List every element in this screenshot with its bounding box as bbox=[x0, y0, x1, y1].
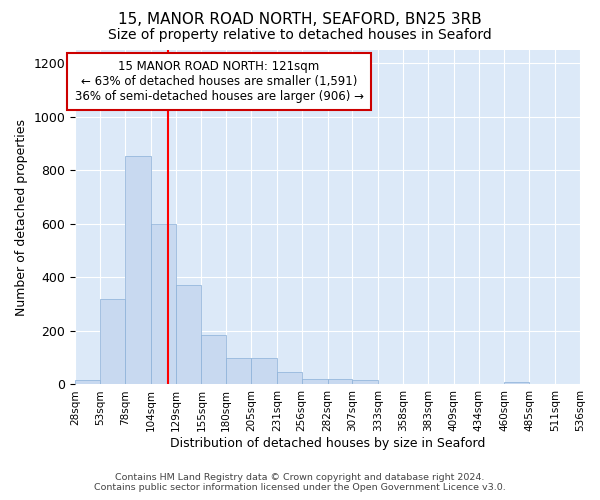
Bar bbox=[202, 335, 226, 384]
Bar bbox=[251, 358, 277, 384]
Bar bbox=[277, 372, 302, 384]
Text: 15, MANOR ROAD NORTH, SEAFORD, BN25 3RB: 15, MANOR ROAD NORTH, SEAFORD, BN25 3RB bbox=[118, 12, 482, 28]
Bar bbox=[125, 156, 151, 384]
Bar bbox=[328, 379, 352, 384]
Text: Contains HM Land Registry data © Crown copyright and database right 2024.
Contai: Contains HM Land Registry data © Crown c… bbox=[94, 473, 506, 492]
Bar bbox=[100, 299, 125, 384]
X-axis label: Distribution of detached houses by size in Seaford: Distribution of detached houses by size … bbox=[170, 437, 485, 450]
Bar bbox=[75, 380, 100, 384]
Bar bbox=[302, 379, 328, 384]
Bar bbox=[176, 286, 202, 384]
Bar bbox=[151, 224, 176, 384]
Y-axis label: Number of detached properties: Number of detached properties bbox=[15, 118, 28, 316]
Text: 15 MANOR ROAD NORTH: 121sqm
← 63% of detached houses are smaller (1,591)
36% of : 15 MANOR ROAD NORTH: 121sqm ← 63% of det… bbox=[74, 60, 364, 103]
Bar bbox=[226, 358, 251, 384]
Text: Size of property relative to detached houses in Seaford: Size of property relative to detached ho… bbox=[108, 28, 492, 42]
Bar bbox=[352, 380, 378, 384]
Bar bbox=[505, 382, 529, 384]
